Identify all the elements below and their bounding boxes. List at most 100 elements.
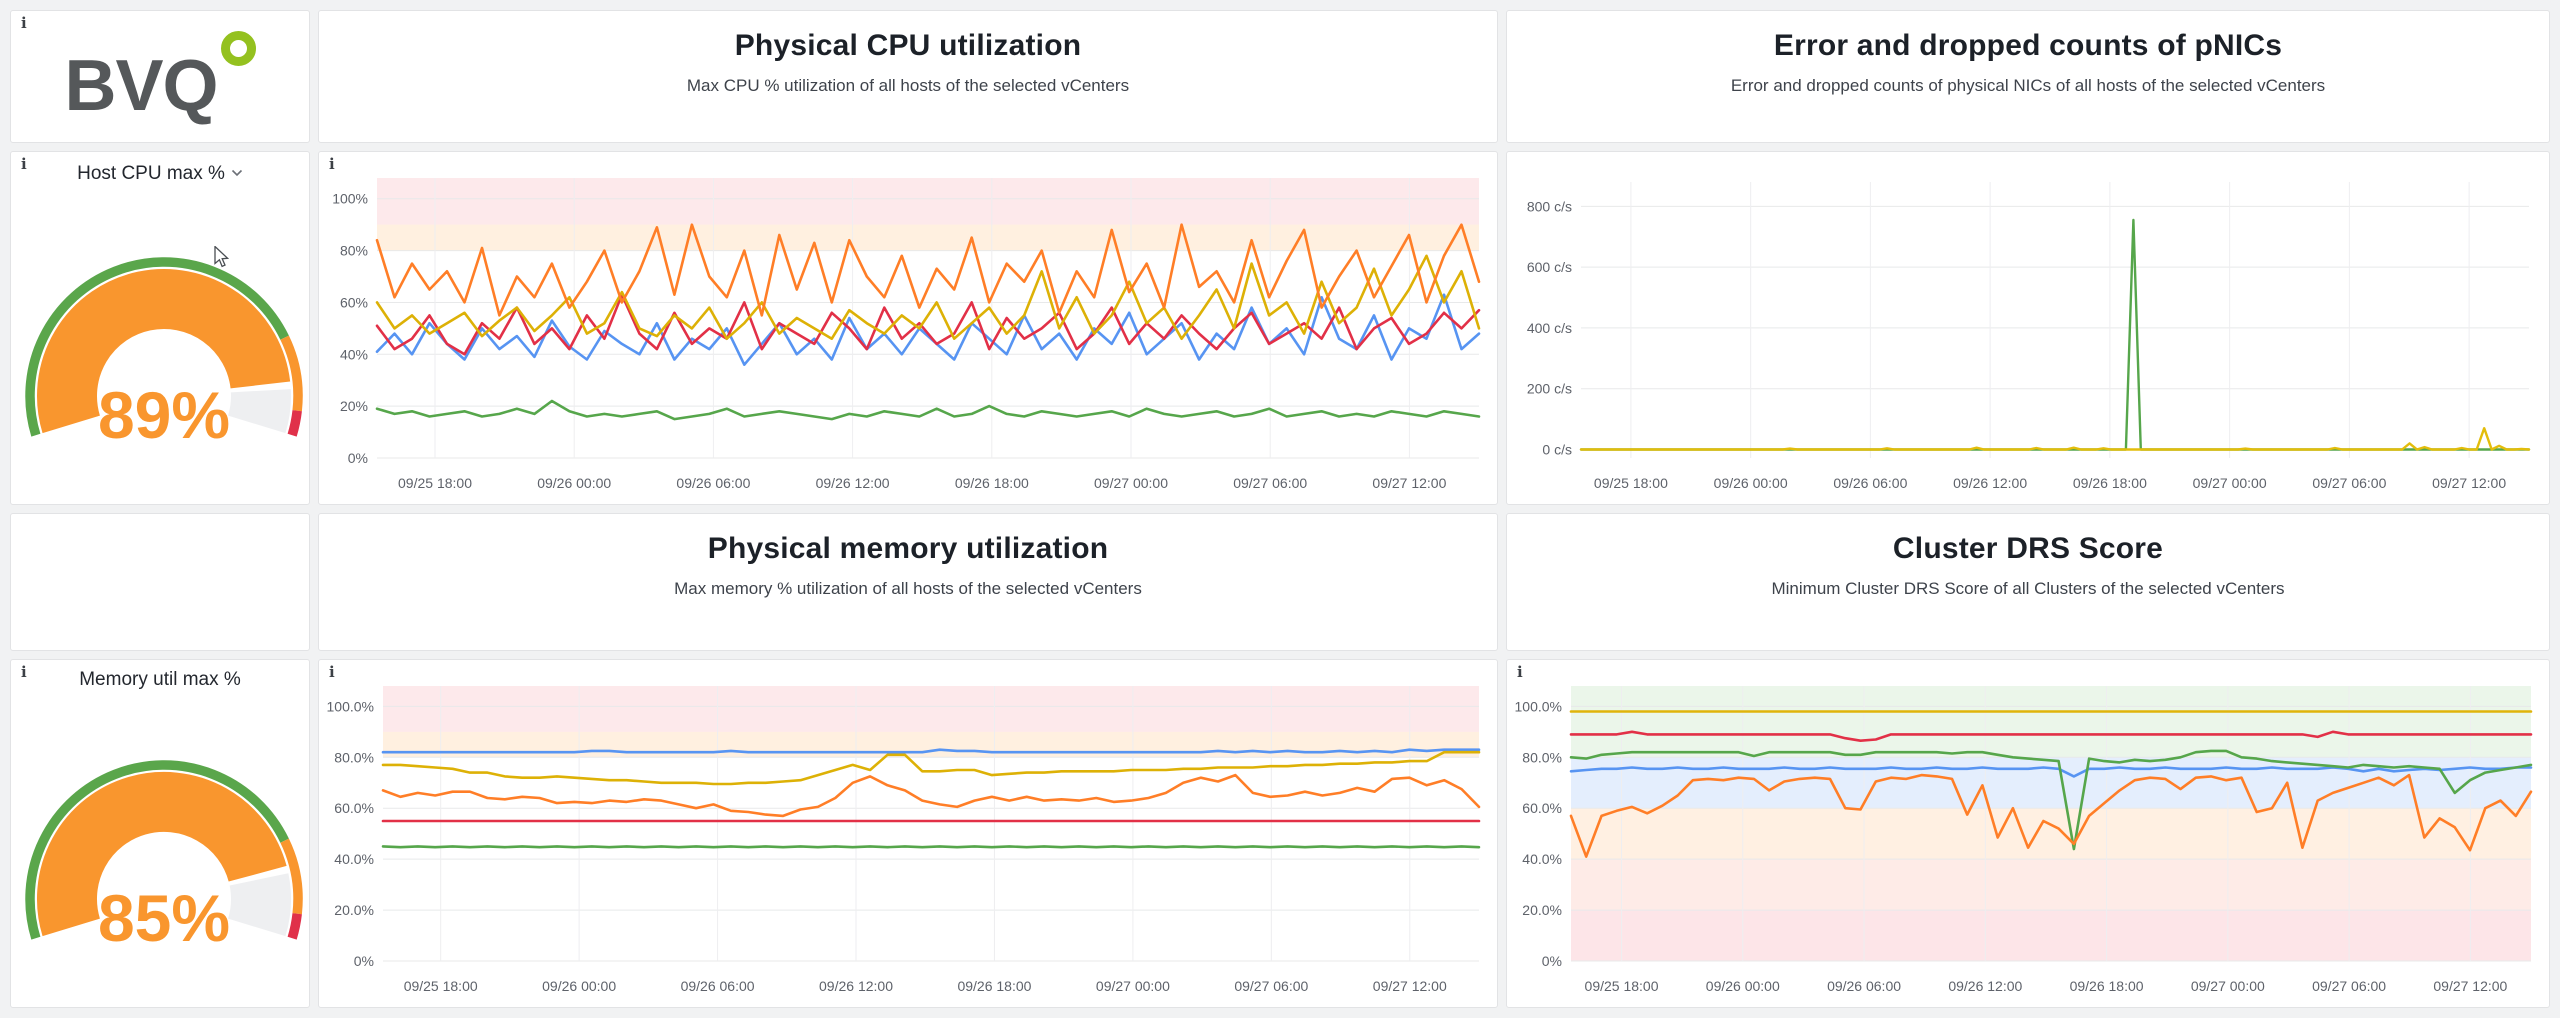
x-axis-label: 09/26 06:00 (676, 475, 750, 491)
series-line-orange (1569, 773, 2533, 858)
threshold-band (377, 224, 1479, 251)
x-axis-label: 09/25 18:00 (398, 475, 472, 491)
x-axis-label: 09/27 12:00 (1372, 475, 1446, 491)
y-axis-label: 20.0% (334, 902, 374, 918)
y-axis-label: 80% (340, 243, 368, 259)
memory-utilization-chart-panel: i 0% 20.0% 40.0% 60.0% 80.0% 100.0% 09/25 18:0… (318, 659, 1498, 1008)
series-line-yellow (375, 254, 1481, 340)
page-title-memory: Physical memory utilization (707, 532, 1109, 565)
x-axis-label: 09/27 00:00 (2193, 475, 2267, 491)
x-axis-label: 09/26 12:00 (1948, 978, 2022, 994)
series-line-orange (375, 223, 1481, 317)
x-axis-label: 09/26 18:00 (2073, 475, 2147, 491)
info-icon[interactable]: i (329, 155, 335, 173)
gauge-value-text: 89% (98, 378, 230, 452)
y-axis-label: 0% (1542, 953, 1562, 969)
gauge-title-label: Memory util max % (79, 669, 241, 690)
x-axis-label: 09/26 18:00 (955, 475, 1029, 491)
x-axis-label: 09/26 12:00 (816, 475, 890, 491)
series-line-blue (375, 293, 1481, 366)
gauge-threshold-arc (287, 410, 302, 437)
gauge-value-text: 85% (98, 881, 230, 955)
gauge-threshold-arc (280, 335, 303, 412)
memory-gauge: 85% (25, 760, 303, 955)
x-axis-label: 09/27 00:00 (2191, 978, 2265, 994)
info-icon[interactable]: i (21, 155, 27, 173)
gauge-threshold-arc (280, 838, 303, 915)
info-icon[interactable]: i (1517, 663, 1523, 681)
y-axis-label: 100.0% (327, 698, 374, 714)
subtitle-pnic: Error and dropped counts of physical NIC… (1730, 76, 2326, 95)
y-axis-label: 100.0% (1515, 698, 1562, 714)
gauge-title-label: Host CPU max % (77, 163, 225, 184)
x-axis-label: 09/26 06:00 (1827, 978, 1901, 994)
page-title-pnic: Error and dropped counts of pNICs (1773, 29, 2283, 62)
host-cpu-gauge: 89% (25, 257, 303, 452)
x-axis-label: 09/25 18:00 (1585, 978, 1659, 994)
x-axis-label: 09/27 06:00 (2312, 475, 2386, 491)
gauge-value-arc (37, 269, 291, 434)
x-axis-label: 09/27 06:00 (1233, 475, 1307, 491)
series-line-blue (1569, 766, 2533, 778)
gauge-title-dropdown[interactable]: Host CPU max % (11, 161, 309, 185)
series-line-orange (381, 773, 1481, 818)
series-line-blue (381, 748, 1481, 754)
subtitle-memory: Max memory % utilization of all hosts of… (674, 579, 1142, 598)
subtitle-cpu: Max CPU % utilization of all hosts of th… (686, 76, 1130, 95)
threshold-band (1571, 686, 2531, 758)
cpu-utilization-chart-panel: i 0% 20% 40% 60% 80% 100% 09/25 18:00 09/26 00:… (318, 151, 1498, 505)
chevron-down-icon (231, 161, 243, 183)
series-line-green-spike (1579, 218, 2531, 451)
x-axis-label: 09/26 06:00 (681, 978, 755, 994)
x-axis-label: 09/26 18:00 (957, 978, 1031, 994)
gauge-title[interactable]: Memory util max % (11, 669, 309, 691)
x-axis-label: 09/26 00:00 (1714, 475, 1788, 491)
y-axis-label: 60.0% (1522, 800, 1562, 816)
x-axis-label: 09/27 06:00 (2312, 978, 2386, 994)
drs-score-chart-panel: i 0% 20.0% 40.0% 60.0% 80.0% 100.0% 09/25 18:0… (1506, 659, 2550, 1008)
info-icon[interactable]: i (21, 663, 27, 681)
logo-panel: i BVQ (10, 10, 310, 143)
memory-utilization-chart[interactable]: 0% 20.0% 40.0% 60.0% 80.0% 100.0% 09/25 18:00 0… (319, 660, 1497, 1007)
x-axis-label: 09/25 18:00 (1594, 475, 1668, 491)
y-axis-label: 60% (340, 294, 368, 310)
cpu-utilization-chart[interactable]: 0% 20% 40% 60% 80% 100% 09/25 18:00 09/26 00:00… (319, 152, 1497, 504)
pnic-title-panel: Error and dropped counts of pNICs Error … (1506, 10, 2550, 143)
y-axis-label: 40.0% (334, 851, 374, 867)
threshold-band (1571, 910, 2531, 961)
x-axis-label: 09/26 06:00 (1833, 475, 1907, 491)
y-axis-label: 40.0% (1522, 851, 1562, 867)
y-axis-label: 20% (340, 398, 368, 414)
series-line-red (375, 293, 1481, 356)
memory-gauge-panel: i Memory util max % 85% (10, 659, 310, 1008)
page-title-cpu: Physical CPU utilization (734, 29, 1082, 62)
subtitle-drs: Minimum Cluster DRS Score of all Cluster… (1771, 579, 2285, 598)
info-icon[interactable]: i (21, 14, 27, 32)
threshold-band (377, 178, 1479, 225)
gauge-value-arc (37, 771, 287, 937)
y-axis-label: 400 c/s (1527, 320, 1572, 336)
series-line-green (375, 399, 1481, 421)
y-axis-label: 0% (354, 953, 374, 969)
y-axis-label: 800 c/s (1527, 198, 1572, 214)
y-axis-label: 200 c/s (1527, 381, 1572, 397)
x-axis-label: 09/26 00:00 (537, 475, 611, 491)
bvq-logo-text: BVQ (64, 31, 256, 122)
drs-score-chart[interactable]: 0% 20.0% 40.0% 60.0% 80.0% 100.0% 09/25 18:00 0… (1507, 660, 2549, 1007)
x-axis-label: 09/27 06:00 (1234, 978, 1308, 994)
memory-title-panel: Physical memory utilization Max memory %… (318, 513, 1498, 651)
x-axis-label: 09/26 12:00 (1953, 475, 2027, 491)
y-axis-label: 0 c/s (1542, 441, 1572, 457)
gauge-threshold-arc (287, 913, 302, 940)
series-line-yellow (381, 750, 1481, 786)
pnic-errors-chart[interactable]: 0 c/s 200 c/s 400 c/s 600 c/s 800 c/s 09/25 1… (1507, 152, 2549, 504)
info-icon[interactable]: i (329, 663, 335, 681)
bvq-logo: BVQ (11, 11, 309, 142)
x-axis-label: 09/27 00:00 (1094, 475, 1168, 491)
x-axis-label: 09/26 00:00 (542, 978, 616, 994)
x-axis-label: 09/26 18:00 (2070, 978, 2144, 994)
y-axis-label: 0% (348, 450, 368, 466)
series-line-green (381, 845, 1481, 849)
y-axis-label: 80.0% (334, 749, 374, 765)
mouse-cursor-icon (214, 245, 230, 273)
